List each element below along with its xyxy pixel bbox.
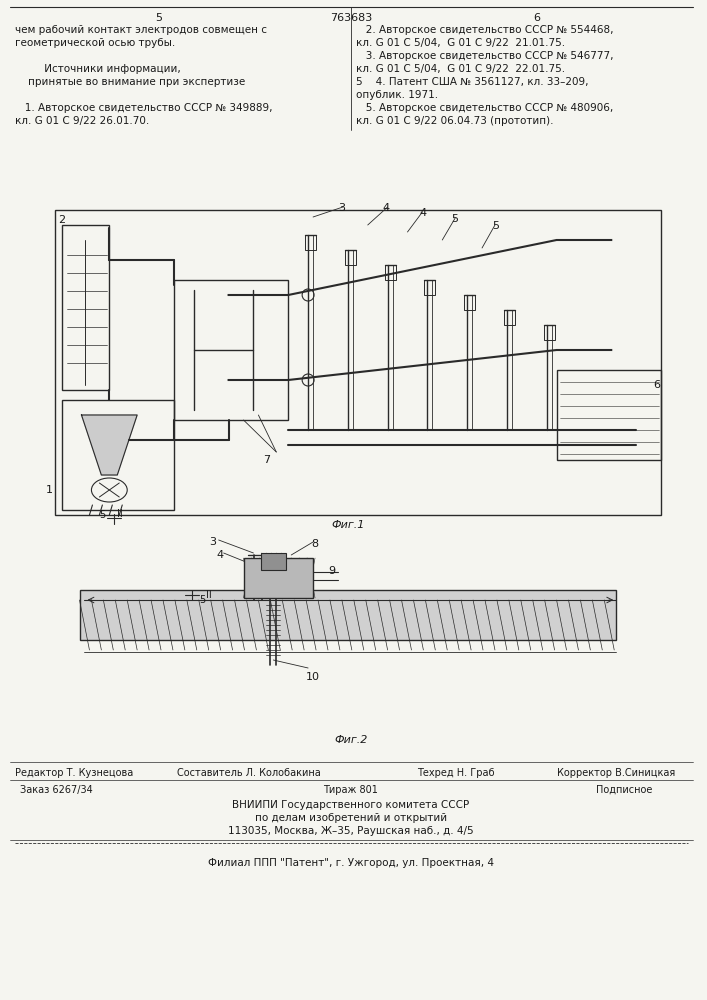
Text: 4: 4 xyxy=(419,208,426,218)
Text: 5: 5 xyxy=(100,510,105,520)
Text: 5: 5 xyxy=(199,595,205,605)
Text: принятые во внимание при экспертизе: принятые во внимание при экспертизе xyxy=(15,77,245,87)
Bar xyxy=(504,310,515,325)
Bar xyxy=(556,370,661,460)
Bar xyxy=(544,325,554,340)
Bar xyxy=(79,590,617,640)
Text: геометрической осью трубы.: геометрической осью трубы. xyxy=(15,38,175,48)
Text: ВНИИПИ Государственного комитета СССР: ВНИИПИ Государственного комитета СССР xyxy=(232,800,469,810)
Text: 6: 6 xyxy=(653,380,660,390)
Text: 5: 5 xyxy=(156,13,163,23)
Text: II: II xyxy=(206,590,211,600)
Polygon shape xyxy=(81,415,137,475)
Text: 9: 9 xyxy=(328,566,335,576)
Text: II: II xyxy=(117,509,123,519)
Text: 5: 5 xyxy=(492,221,499,231)
Text: 2: 2 xyxy=(58,215,65,225)
Text: 3: 3 xyxy=(209,537,216,547)
Text: 8: 8 xyxy=(311,539,318,549)
Text: Подписное: Подписное xyxy=(596,785,653,795)
Text: 2. Авторское свидетельство СССР № 554468,: 2. Авторское свидетельство СССР № 554468… xyxy=(356,25,613,35)
Text: Составитель Л. Колобакина: Составитель Л. Колобакина xyxy=(177,768,320,778)
Text: опублик. 1971.: опублик. 1971. xyxy=(356,90,438,100)
Text: Фиг.2: Фиг.2 xyxy=(334,735,368,745)
Text: кл. G 01 С 9/22 06.04.73 (прототип).: кл. G 01 С 9/22 06.04.73 (прототип). xyxy=(356,116,554,126)
Text: кл. G 01 С 5/04,  G 01 С 9/22  21.01.75.: кл. G 01 С 5/04, G 01 С 9/22 21.01.75. xyxy=(356,38,565,48)
Text: 1. Авторское свидетельство СССР № 349889,: 1. Авторское свидетельство СССР № 349889… xyxy=(15,103,272,113)
Text: Корректор В.Синицкая: Корректор В.Синицкая xyxy=(556,768,674,778)
Bar xyxy=(305,235,316,250)
Bar xyxy=(345,250,356,265)
Text: 7: 7 xyxy=(264,455,271,465)
Text: 113035, Москва, Ж–35, Раушская наб., д. 4/5: 113035, Москва, Ж–35, Раушская наб., д. … xyxy=(228,826,474,836)
Text: Источники информации,: Источники информации, xyxy=(15,64,181,74)
Bar xyxy=(62,225,110,390)
Text: 4: 4 xyxy=(382,203,390,213)
Text: Техред Н. Граб: Техред Н. Граб xyxy=(417,768,495,778)
Bar xyxy=(174,280,288,420)
Bar xyxy=(62,400,174,510)
Bar xyxy=(262,553,286,570)
Text: 4: 4 xyxy=(216,550,224,560)
Bar xyxy=(424,280,436,295)
Bar xyxy=(464,295,475,310)
Text: 3. Авторское свидетельство СССР № 546777,: 3. Авторское свидетельство СССР № 546777… xyxy=(356,51,613,61)
Text: Филиал ППП "Патент", г. Ужгород, ул. Проектная, 4: Филиал ППП "Патент", г. Ужгород, ул. Про… xyxy=(208,858,494,868)
Text: 10: 10 xyxy=(306,672,320,682)
Text: кл. G 01 С 5/04,  G 01 С 9/22  22.01.75.: кл. G 01 С 5/04, G 01 С 9/22 22.01.75. xyxy=(356,64,565,74)
Bar xyxy=(243,558,313,598)
Text: 5    4. Патент США № 3561127, кл. 33–209,: 5 4. Патент США № 3561127, кл. 33–209, xyxy=(356,77,588,87)
Text: Тираж 801: Тираж 801 xyxy=(323,785,378,795)
Text: Редактор Т. Кузнецова: Редактор Т. Кузнецова xyxy=(15,768,133,778)
Text: 6: 6 xyxy=(533,13,540,23)
Bar xyxy=(54,210,661,515)
Text: 763683: 763683 xyxy=(329,13,372,23)
Text: 5. Авторское свидетельство СССР № 480906,: 5. Авторское свидетельство СССР № 480906… xyxy=(356,103,613,113)
Text: по делам изобретений и открытий: по делам изобретений и открытий xyxy=(255,813,447,823)
Text: кл. G 01 С 9/22 26.01.70.: кл. G 01 С 9/22 26.01.70. xyxy=(15,116,149,126)
Text: Заказ 6267/34: Заказ 6267/34 xyxy=(20,785,93,795)
Bar xyxy=(385,265,395,280)
Text: 1: 1 xyxy=(46,485,53,495)
Text: 3: 3 xyxy=(338,203,345,213)
Text: Фиг.1: Фиг.1 xyxy=(331,520,365,530)
Text: чем рабочий контакт электродов совмещен с: чем рабочий контакт электродов совмещен … xyxy=(15,25,267,35)
Text: 5: 5 xyxy=(451,214,458,224)
